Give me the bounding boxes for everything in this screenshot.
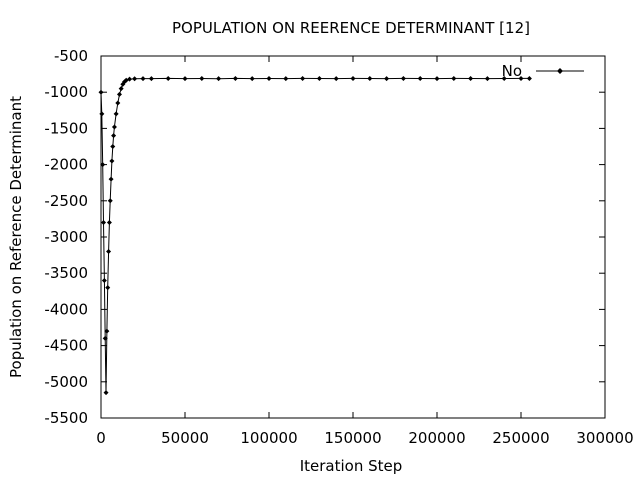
- data-point: [300, 75, 306, 81]
- data-point: [115, 100, 121, 106]
- x-tick-label: 150000: [324, 429, 381, 447]
- data-point: [199, 76, 205, 82]
- data-point: [400, 75, 406, 81]
- data-point: [434, 76, 440, 82]
- data-point: [451, 75, 457, 81]
- series-line: [100, 77, 530, 393]
- y-tick-label: -500: [54, 47, 88, 65]
- y-tick-label: -3000: [44, 228, 88, 246]
- y-tick-label: -5500: [44, 409, 88, 427]
- x-tick-label: 250000: [492, 429, 549, 447]
- data-point: [106, 220, 112, 226]
- data-point: [101, 277, 107, 283]
- data-point: [316, 76, 322, 82]
- data-point: [232, 75, 238, 81]
- data-point: [105, 285, 111, 291]
- data-point: [417, 76, 423, 82]
- data-point: [111, 124, 117, 130]
- y-tick-label: -5000: [44, 373, 88, 391]
- legend-label: No: [502, 62, 522, 80]
- data-point: [333, 76, 339, 82]
- data-point: [127, 76, 133, 82]
- x-tick-label: 100000: [240, 429, 297, 447]
- plot-frame: [100, 55, 606, 419]
- y-tick-label: -1000: [44, 83, 88, 101]
- data-point: [384, 76, 390, 82]
- y-tick-label: -1500: [44, 119, 88, 137]
- data-point: [107, 198, 113, 204]
- data-point: [118, 86, 124, 92]
- y-tick-label: -4000: [44, 300, 88, 318]
- y-axis-label: Population on Reference Determinant: [7, 96, 25, 378]
- data-point: [484, 76, 490, 82]
- data-point: [108, 176, 114, 182]
- data-point: [99, 111, 105, 117]
- data-point: [350, 75, 356, 81]
- data-point: [102, 335, 108, 341]
- x-axis-label: Iteration Step: [300, 457, 403, 475]
- x-tick-label: 50000: [161, 429, 209, 447]
- data-point: [148, 76, 154, 82]
- data-point: [249, 76, 255, 82]
- y-tick-label: -2000: [44, 156, 88, 174]
- data-point: [526, 75, 532, 81]
- data-point: [216, 76, 222, 82]
- legend-marker: [557, 68, 563, 74]
- x-tick-label: 0: [96, 429, 106, 447]
- data-point: [106, 248, 112, 254]
- axis-ticks: 0 50000 100000 150000 200000 250000 300000 -500…: [44, 47, 633, 447]
- y-tick-label: -3500: [44, 264, 88, 282]
- data-point: [116, 91, 122, 97]
- x-tick-label: 300000: [576, 429, 633, 447]
- series-layer: [98, 75, 532, 396]
- data-point: [98, 89, 104, 95]
- data-point: [101, 220, 107, 226]
- y-tick-label: -4500: [44, 337, 88, 355]
- data-point: [110, 144, 116, 149]
- data-point: [518, 75, 524, 81]
- data-point: [109, 158, 115, 164]
- y-tick-label: -2500: [44, 192, 88, 210]
- legend: No: [502, 62, 584, 80]
- data-point: [100, 162, 106, 168]
- data-point: [367, 76, 373, 82]
- data-point: [111, 133, 117, 139]
- data-point: [132, 76, 138, 82]
- data-point: [283, 76, 289, 82]
- data-point: [104, 328, 110, 334]
- data-point: [468, 76, 474, 82]
- data-point: [501, 76, 507, 82]
- data-point: [266, 76, 272, 82]
- chart-title: POPULATION ON REERENCE DETERMINANT [12]: [172, 19, 530, 37]
- data-point: [165, 75, 171, 81]
- data-point: [113, 111, 119, 117]
- data-point: [140, 76, 146, 82]
- x-tick-label: 200000: [408, 429, 465, 447]
- data-point: [182, 76, 188, 82]
- data-point: [103, 390, 109, 396]
